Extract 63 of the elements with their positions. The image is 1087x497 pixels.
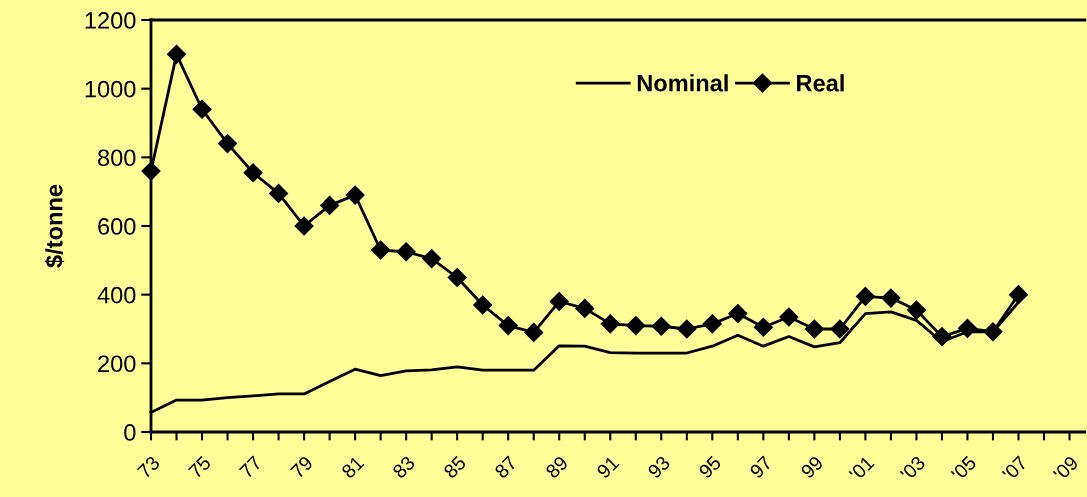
x-tick-label: 75 [187, 455, 212, 479]
point [320, 195, 340, 215]
point [779, 307, 799, 327]
x-tick-label: 99 [800, 455, 824, 479]
point [1008, 285, 1029, 305]
point [549, 291, 569, 312]
point [166, 44, 187, 64]
x-tick-label: '01 [848, 455, 875, 482]
point [702, 314, 722, 334]
point [855, 286, 875, 306]
y-tick-label: 400 [97, 286, 136, 304]
point [906, 300, 926, 320]
x-tick-label: 81 [340, 455, 365, 480]
x-tick-label: '03 [899, 455, 926, 482]
x-tick-label: 85 [442, 455, 467, 480]
point [651, 316, 671, 336]
legend-label: Real [797, 74, 844, 92]
point [830, 319, 850, 339]
y-tick-label: 1200 [85, 12, 136, 29]
x-tick-label: 79 [289, 455, 314, 479]
point [192, 99, 212, 119]
point [371, 240, 391, 260]
x-tick-label: 77 [238, 455, 263, 479]
x-tick-label: '09 [1052, 455, 1079, 482]
x-tick-label: 97 [749, 455, 773, 479]
point [728, 304, 748, 324]
point [600, 314, 620, 334]
legend-label: Nominal [637, 74, 728, 92]
point [498, 316, 518, 336]
point [473, 295, 493, 315]
point [983, 322, 1003, 342]
x-tick-label: 91 [595, 455, 620, 479]
y-tick-label: 1000 [85, 80, 136, 98]
x-tick-label: '05 [950, 455, 977, 482]
x-tick-label: 83 [391, 455, 416, 480]
x-tick-label: 87 [493, 455, 518, 480]
x-tick-label: '07 [1001, 455, 1028, 482]
point [881, 288, 901, 308]
x-tick-label: 95 [698, 455, 722, 479]
x-tick-label: 73 [136, 455, 161, 479]
point [575, 298, 595, 318]
y-tick-label: 800 [98, 149, 136, 167]
x-tick-label: 93 [647, 455, 671, 479]
point [677, 319, 697, 339]
point [345, 185, 365, 205]
x-tick-label: 89 [544, 455, 569, 480]
point [243, 163, 263, 183]
point [932, 327, 952, 347]
point [804, 319, 824, 339]
point [753, 317, 773, 337]
y-tick-label: 600 [98, 218, 136, 235]
point [447, 267, 467, 288]
point [524, 322, 544, 342]
point [396, 242, 416, 262]
point [269, 183, 289, 203]
point [422, 249, 442, 269]
point [957, 318, 977, 338]
y-axis-title: $/tonne [44, 184, 65, 268]
y-tick-label: 200 [98, 355, 136, 373]
point [294, 216, 314, 236]
y-tick-label: 0 [124, 424, 136, 441]
point [218, 134, 238, 154]
point [626, 316, 646, 336]
